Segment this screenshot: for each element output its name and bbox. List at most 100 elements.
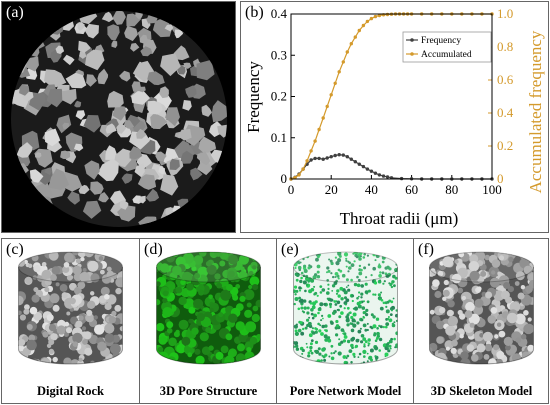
cylinder-texture-dot [395,361,398,364]
cylinder-texture-dot [372,324,377,329]
cylinder-texture-dot [320,319,323,322]
ct-grain [84,23,99,39]
cylinder-texture-dot [306,361,311,365]
cylinder-texture-dot [318,329,322,333]
cylinder-texture-dot [77,360,84,365]
cylinder-texture-dot [175,286,183,294]
cylinder-texture-dot [215,351,224,360]
cylinder-texture-dot [357,304,362,309]
cylinder-texture-dot [379,306,384,311]
cylinder-texture-dot [434,290,442,299]
cylinder-texture-dot [334,256,337,259]
cylinder-texture-dot [293,289,297,294]
ct-grain [152,17,172,38]
cylinder-texture-dot [476,343,486,353]
cylinder-texture-dot [72,332,83,344]
cylinder-texture-dot [379,279,381,282]
cylinder-texture-dot [235,284,241,289]
ct-grain [213,196,221,204]
cylinder-texture-dot [332,311,336,315]
cylinder-texture-dot [485,291,493,299]
cylinder-top [18,251,123,283]
cylinder-texture-dot [182,271,193,283]
cylinder-texture-dot [363,266,367,270]
cylinder-texture-dot [320,332,324,336]
cylinder-texture-dot [293,345,295,349]
cylinder-texture-dot [367,342,370,345]
cylinder-texture-dot [252,305,259,312]
ct-grain [217,48,227,65]
cylinder-texture-dot [33,311,43,321]
cylinder-texture-dot [340,328,345,332]
panel-letter-f: (f) [418,241,434,258]
cylinder-texture-dot [104,323,115,334]
cylinder-texture-dot [302,257,305,261]
cylinder-texture-dot [381,271,385,275]
cylinder-texture-dot [297,328,302,333]
cylinder-texture-dot [311,305,316,310]
cylinder-texture-dot [395,343,398,348]
ct-grain [202,187,214,198]
cylinder-texture-dot [389,283,392,287]
cylinder-texture-dot [32,275,38,280]
ct-grain [136,128,147,139]
cylinder-texture-dot [480,270,487,277]
cylinder-texture-dot [29,306,38,315]
cylinder-texture-dot [364,340,368,344]
cylinder-texture-dot [300,306,304,310]
cylinder-texture-dot [350,278,353,282]
data-point-frequency [309,158,313,162]
cylinder-texture-dot [454,259,459,264]
cylinder-texture-dot [315,257,319,262]
ct-grain [44,69,67,88]
ct-grain [164,24,174,32]
cylinder-texture-dot [366,254,369,257]
data-point-frequency [345,155,349,159]
cylinder-texture-dot [334,303,338,306]
cylinder-texture-dot [293,285,298,289]
cylinder-texture-dot [228,313,238,323]
panel-letter-e: (e) [281,241,299,258]
cylinder-texture-dot [385,322,390,326]
cylinder-texture-dot [367,344,370,347]
cylinder-texture-dot [225,333,233,341]
cylinder-texture-dot [31,294,40,303]
legend-label-accumulated: Accumulated [421,50,472,60]
cylinder-texture-dot [366,360,369,363]
cylinder-texture-dot [359,255,362,258]
cylinder-texture-dot [334,276,337,278]
cylinder-texture-dot [356,275,359,279]
cylinder-texture-dot [255,299,261,308]
cylinder-texture-dot [294,266,297,270]
cylinder-texture-dot [375,317,380,321]
ct-grain [112,11,126,25]
cylinder-texture-dot [359,327,362,330]
cylinder-texture-dot [439,307,446,314]
cylinder-texture-dot [344,296,347,300]
cylinder-texture-dot [239,295,246,302]
ct-grain [169,211,184,227]
cylinder-texture-dot [469,254,479,264]
data-point-frequency [385,175,390,179]
panel-letter-b: (b) [245,4,264,21]
cylinder-texture-dot [343,252,349,257]
cylinder-texture-dot [327,283,330,286]
panel-letter-a: (a) [6,4,24,21]
data-point-frequency [381,174,386,178]
cylinder-texture-dot [356,297,359,300]
ct-grain [119,70,131,82]
cylinder-texture-dot [320,359,323,362]
cylinder-texture-dot [488,358,497,365]
cylinder-texture-dot [523,265,533,275]
cylinder-texture-dot [374,355,377,358]
cylinder-texture-dot [339,269,343,273]
cylinder-texture-dot [350,315,354,320]
cylinder-texture-dot [385,325,388,329]
cylinder-texture-dot [372,266,376,271]
cylinder-texture-dot [340,311,344,315]
cylinder-texture-dot [180,279,186,286]
cylinder-texture-dot [392,280,395,283]
cylinder-texture-dot [41,269,52,280]
cylinder-texture-dot [326,271,328,274]
cylinder-texture-dot [308,333,313,338]
